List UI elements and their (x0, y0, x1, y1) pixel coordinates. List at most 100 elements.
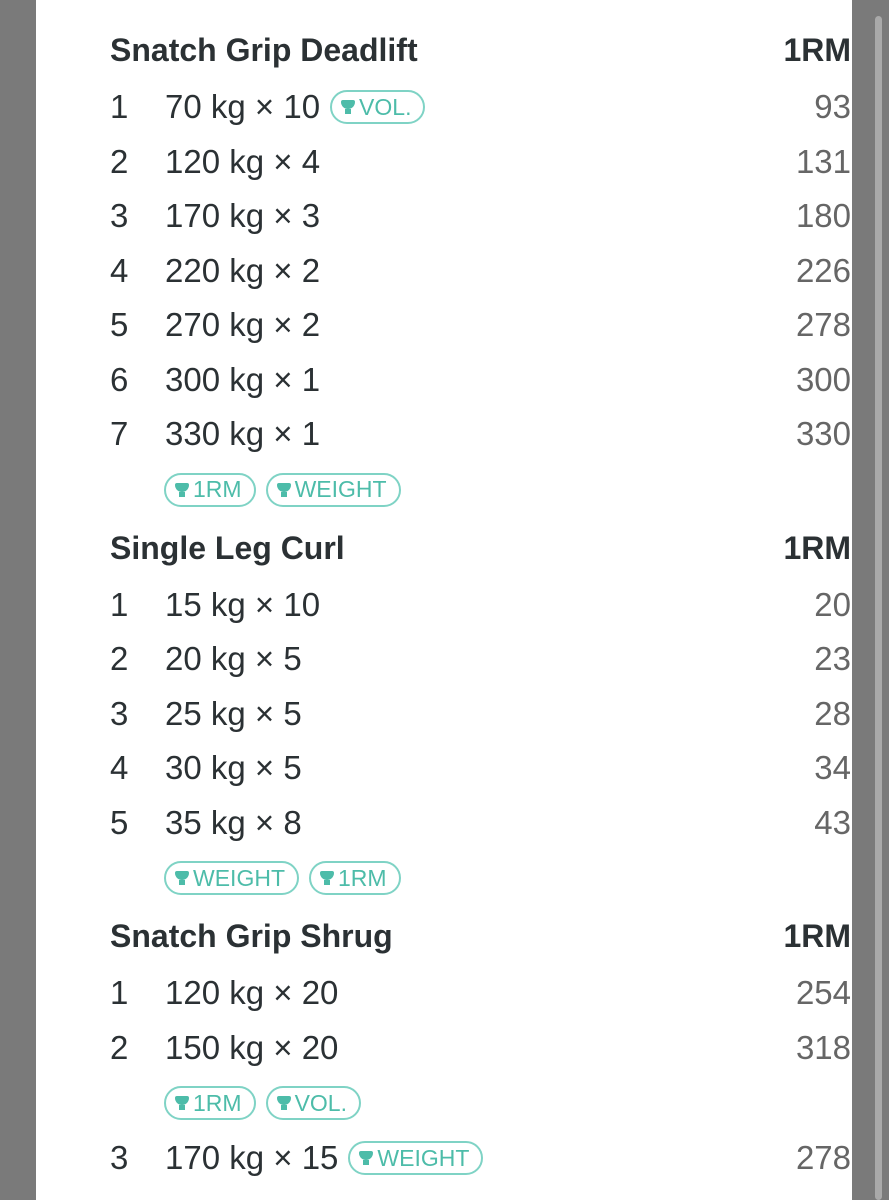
pr-badge-label: WEIGHT (294, 476, 387, 502)
set-number: 3 (110, 197, 129, 235)
set-row[interactable]: 5 270 kg × 2 278 (110, 298, 851, 353)
set-number: 3 (110, 1139, 129, 1177)
set-number: 1 (110, 585, 129, 623)
trophy-icon (174, 1095, 190, 1111)
set-row[interactable]: 4 30 kg × 5 34 (110, 741, 851, 796)
set-number: 1 (110, 974, 129, 1012)
set-detail: 170 kg × 15 WEIGHT (165, 1139, 796, 1177)
pr-badge: VOL. (265, 1086, 361, 1120)
set-weight-reps: 120 kg × 4 (165, 142, 321, 180)
pr-badge: 1RM (309, 861, 401, 895)
set-weight-reps: 20 kg × 5 (165, 640, 302, 678)
set-weight-reps: 35 kg × 8 (165, 803, 302, 841)
exercise-name[interactable]: Single Leg Curl (110, 529, 345, 566)
set-detail: 120 kg × 4 (165, 143, 796, 181)
estimated-1rm: 93 (814, 88, 851, 126)
exercise-name[interactable]: Snatch Grip Deadlift (110, 32, 418, 68)
estimated-1rm: 180 (795, 197, 851, 235)
set-detail: 330 kg × 1 (165, 415, 796, 453)
exercise-name[interactable]: Snatch Grip Shrug (110, 918, 393, 954)
estimated-1rm: 330 (795, 415, 851, 453)
set-row[interactable]: 3 170 kg × 15 WEIGHT 278 (110, 1131, 851, 1186)
trophy-icon (319, 870, 335, 886)
set-number: 1 (110, 88, 129, 126)
exercise-header[interactable]: Snatch Grip Deadlift 1RM (110, 20, 851, 80)
set-detail: 70 kg × 10 VOL. (165, 88, 814, 126)
pr-badge-label: 1RM (338, 864, 387, 891)
set-detail: 20 kg × 5 (165, 640, 814, 678)
pr-badge: WEIGHT (265, 472, 401, 507)
exercise-list: Snatch Grip Deadlift 1RM 1 70 kg × 10 VOL. 93… (110, 20, 851, 1186)
pr-badge: 1RM (164, 472, 256, 507)
exercise-header[interactable]: Single Leg Curl 1RM (110, 518, 851, 578)
set-row[interactable]: 2 150 kg × 20 318 (110, 1021, 851, 1076)
pr-badge-label: 1RM (193, 1089, 242, 1116)
estimated-1rm: 254 (795, 974, 851, 1012)
set-number: 4 (110, 251, 129, 289)
set-number: 5 (110, 803, 129, 841)
set-weight-reps: 15 kg × 10 (165, 585, 321, 623)
set-number: 2 (110, 142, 129, 180)
set-weight-reps: 330 kg × 1 (165, 415, 321, 453)
set-weight-reps: 70 kg × 10 (165, 88, 321, 126)
set-detail: 220 kg × 2 (165, 252, 796, 290)
set-weight-reps: 25 kg × 5 (165, 694, 302, 732)
set-row[interactable]: 4 220 kg × 2 226 (110, 244, 851, 299)
estimated-1rm: 318 (795, 1028, 851, 1066)
set-detail: 170 kg × 3 (165, 197, 796, 235)
scrollbar[interactable] (875, 16, 882, 1200)
estimated-1rm: 226 (795, 251, 851, 289)
set-detail: 30 kg × 5 (165, 749, 814, 787)
set-number: 3 (110, 694, 129, 732)
set-weight-reps: 150 kg × 20 (165, 1028, 339, 1066)
set-detail: 120 kg × 20 (165, 974, 796, 1012)
set-row[interactable]: 5 35 kg × 8 43 (110, 796, 851, 851)
set-row[interactable]: 1 120 kg × 20 254 (110, 966, 851, 1021)
set-row[interactable]: 2 120 kg × 4 131 (110, 135, 851, 190)
set-row[interactable]: 3 170 kg × 3 180 (110, 189, 851, 244)
trophy-icon (358, 1150, 374, 1166)
set-row[interactable]: 6 300 kg × 1 300 (110, 353, 851, 408)
exercise-header[interactable]: Snatch Grip Shrug 1RM (110, 906, 851, 966)
set-weight-reps: 300 kg × 1 (165, 360, 321, 398)
set-row[interactable]: 1 70 kg × 10 VOL. 93 (110, 80, 851, 135)
pr-badge-row: 1RM WEIGHT (110, 462, 851, 518)
pr-badge-row: WEIGHT 1RM (110, 850, 851, 906)
set-row[interactable]: 1 15 kg × 10 20 (110, 578, 851, 633)
pr-badge-label: VOL. (294, 1089, 347, 1116)
pr-badge: VOL. (330, 90, 426, 125)
set-detail: 15 kg × 10 (165, 586, 814, 624)
trophy-icon (174, 482, 190, 498)
set-detail: 270 kg × 2 (165, 306, 796, 344)
set-weight-reps: 30 kg × 5 (165, 749, 302, 787)
workout-card: Snatch Grip Deadlift 1RM 1 70 kg × 10 VOL. 93… (36, 0, 882, 1200)
set-weight-reps: 270 kg × 2 (165, 306, 321, 344)
set-detail: 35 kg × 8 (165, 804, 814, 842)
set-detail: 25 kg × 5 (165, 695, 814, 733)
estimated-1rm: 28 (814, 694, 851, 732)
pr-badge-label: WEIGHT (193, 864, 285, 891)
set-weight-reps: 170 kg × 15 (165, 1139, 339, 1177)
pr-badge-row: 1RM VOL. (110, 1075, 851, 1131)
pr-badge-label: VOL. (359, 93, 412, 120)
pr-badge: WEIGHT (348, 1141, 484, 1176)
set-row[interactable]: 7 330 kg × 1 330 (110, 407, 851, 462)
set-number: 5 (110, 306, 129, 344)
set-row[interactable]: 3 25 kg × 5 28 (110, 687, 851, 742)
set-row[interactable]: 2 20 kg × 5 23 (110, 632, 851, 687)
estimated-1rm: 131 (795, 142, 851, 180)
trophy-icon (340, 99, 356, 115)
trophy-icon (276, 482, 292, 498)
set-number: 6 (110, 360, 129, 398)
pr-badge: WEIGHT (164, 861, 299, 895)
estimated-1rm: 300 (795, 360, 851, 398)
pr-badge-label: 1RM (193, 476, 242, 502)
estimated-1rm: 34 (814, 749, 851, 787)
estimated-1rm: 43 (814, 803, 851, 841)
pr-badge-label: WEIGHT (377, 1144, 470, 1171)
set-detail: 300 kg × 1 (165, 361, 796, 399)
set-number: 7 (110, 415, 129, 453)
column-header-1rm: 1RM (783, 918, 851, 954)
estimated-1rm: 20 (814, 585, 851, 623)
set-number: 4 (110, 749, 129, 787)
